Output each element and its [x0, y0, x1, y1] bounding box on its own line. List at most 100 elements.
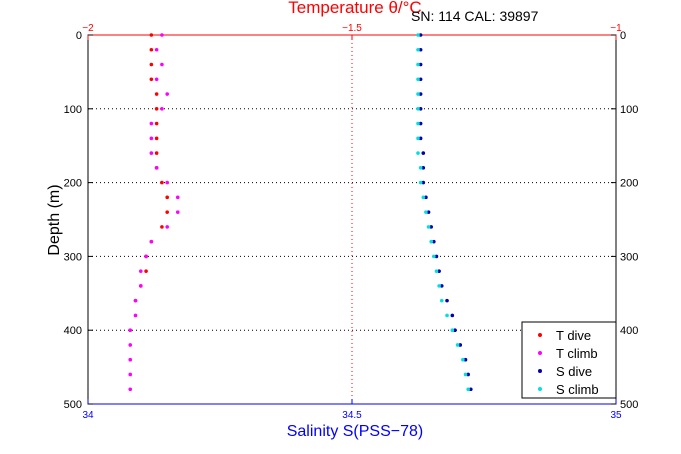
point-t-climb	[165, 92, 169, 96]
bottom-tick-label: 34	[82, 410, 94, 421]
point-s-climb	[429, 239, 434, 244]
point-s-climb	[416, 62, 420, 67]
axis-ticks: 0 0 100 100 200 200 300 300 400 400 500 500 −2 −1.5 −1…	[64, 23, 639, 421]
y-tick-label-right: 500	[620, 399, 638, 411]
point-t-climb	[154, 47, 159, 52]
point-t-climb	[154, 77, 159, 82]
legend-label-s-climb: S climb	[556, 382, 599, 397]
point-t-dive	[154, 121, 159, 126]
point-s-dive	[418, 62, 423, 67]
point-s-dive	[432, 239, 436, 244]
point-s-dive	[463, 357, 468, 362]
point-s-dive	[418, 107, 423, 111]
point-t-climb	[128, 387, 133, 392]
top-tick-label: −2	[82, 23, 94, 34]
point-s-dive	[469, 387, 473, 392]
point-t-dive	[160, 225, 164, 229]
point-t-dive	[154, 151, 159, 155]
data-points	[128, 33, 473, 392]
point-t-climb	[165, 225, 169, 229]
legend-marker-t-climb	[538, 351, 542, 355]
point-t-climb	[128, 357, 133, 362]
point-s-climb	[416, 136, 420, 141]
point-t-climb	[133, 298, 138, 303]
point-t-climb	[165, 180, 169, 185]
point-s-dive	[453, 328, 457, 333]
point-s-dive	[466, 372, 470, 377]
point-s-dive	[458, 343, 463, 347]
point-t-climb	[144, 254, 148, 259]
point-t-climb	[160, 33, 164, 37]
y-tick-label-left: 0	[76, 30, 82, 42]
point-t-dive	[149, 77, 154, 82]
point-s-climb	[416, 33, 420, 37]
point-t-climb	[175, 195, 180, 200]
y-tick-label-right: 0	[620, 30, 626, 42]
point-s-dive	[434, 254, 439, 259]
point-t-climb	[149, 151, 154, 155]
point-t-dive	[165, 210, 169, 214]
legend-marker-s-dive	[538, 369, 542, 373]
point-t-dive	[154, 92, 159, 96]
point-s-climb	[463, 372, 468, 377]
y-axis-title: Depth (m)	[46, 184, 63, 255]
point-t-climb	[160, 62, 164, 67]
point-s-dive	[426, 210, 431, 214]
point-s-climb	[437, 284, 441, 288]
point-s-climb	[439, 298, 444, 303]
point-t-climb	[139, 269, 143, 273]
serial-annotation: SN: 114 CAL: 39897	[411, 8, 539, 24]
point-s-dive	[421, 180, 426, 185]
point-s-climb	[416, 47, 420, 52]
top-tick-label: −1.5	[342, 23, 362, 34]
point-t-dive	[154, 107, 159, 111]
point-t-dive	[144, 269, 148, 273]
point-s-dive	[450, 313, 455, 318]
y-tick-label-left: 100	[64, 104, 82, 116]
point-s-climb	[416, 151, 420, 155]
point-s-dive	[421, 166, 426, 170]
top-axis-title: Temperature θ/°C	[288, 0, 421, 17]
point-s-climb	[418, 180, 423, 185]
point-t-climb	[160, 107, 164, 111]
point-s-dive	[418, 92, 423, 96]
series-s-dive	[418, 33, 473, 392]
y-tick-label-left: 300	[64, 251, 82, 263]
y-tick-label-left: 200	[64, 178, 82, 190]
bottom-axis-title: Salinity S(PSS−78)	[287, 423, 424, 440]
point-t-climb	[175, 210, 180, 214]
legend-label-t-dive: T dive	[556, 328, 591, 343]
point-t-climb	[133, 313, 138, 318]
point-s-climb	[416, 107, 420, 111]
point-s-climb	[445, 313, 449, 318]
bottom-tick-label: 34.5	[342, 410, 362, 421]
point-t-climb	[128, 328, 133, 333]
point-t-climb	[149, 121, 154, 126]
point-t-climb	[149, 239, 154, 244]
point-t-climb	[149, 136, 154, 141]
legend: T dive T climb S dive S climb	[521, 321, 617, 399]
legend-box	[521, 321, 617, 399]
point-s-dive	[424, 195, 428, 200]
point-s-climb	[461, 357, 465, 362]
point-t-dive	[154, 136, 159, 141]
point-s-dive	[418, 33, 423, 37]
point-s-dive	[437, 269, 441, 273]
point-s-dive	[429, 225, 434, 229]
series-s-climb	[416, 33, 470, 392]
point-s-climb	[421, 195, 426, 200]
point-s-climb	[418, 166, 423, 170]
y-tick-label-right: 300	[620, 251, 638, 263]
point-t-dive	[160, 180, 164, 185]
point-s-climb	[455, 343, 460, 347]
point-t-dive	[149, 33, 154, 37]
y-tick-label-right: 400	[620, 325, 638, 337]
point-t-climb	[128, 372, 133, 377]
series-t-dive	[133, 33, 169, 303]
y-tick-label-left: 400	[64, 325, 82, 337]
point-s-dive	[439, 284, 444, 288]
point-s-dive	[418, 121, 423, 126]
point-s-dive	[418, 136, 423, 141]
point-s-climb	[416, 92, 420, 96]
point-t-climb	[154, 166, 159, 170]
